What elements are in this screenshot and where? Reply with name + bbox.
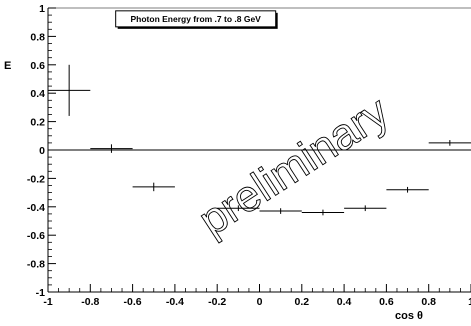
chart-title: Photon Energy from .7 to .8 GeV bbox=[131, 14, 262, 24]
x-tick-label: -0.8 bbox=[81, 296, 99, 308]
x-tick-label: 0 bbox=[257, 296, 263, 308]
x-tick-label: 0.2 bbox=[294, 296, 309, 308]
y-tick-label: 0.8 bbox=[30, 31, 45, 43]
x-axis-title: cos θ bbox=[395, 310, 423, 322]
title-box-layer: Photon Energy from .7 to .8 GeV bbox=[115, 10, 278, 29]
preliminary-watermark: preliminary bbox=[190, 87, 397, 245]
y-axis-title: E bbox=[4, 60, 11, 72]
y-tick-label: -1 bbox=[36, 287, 45, 299]
data-points-layer bbox=[48, 64, 471, 216]
y-tick-label: -0.8 bbox=[27, 259, 45, 271]
x-tick-label: 1 bbox=[468, 296, 471, 308]
x-tick-label: 0.8 bbox=[421, 296, 436, 308]
y-tick-label: -0.6 bbox=[27, 230, 45, 242]
title-box bbox=[115, 10, 277, 28]
x-tick-label: -0.2 bbox=[208, 296, 226, 308]
x-tick-label: 0.4 bbox=[337, 296, 352, 308]
y-tick-label: 0.4 bbox=[30, 88, 45, 100]
y-tick-label: -0.4 bbox=[27, 202, 45, 214]
x-tick-label: -0.4 bbox=[166, 296, 184, 308]
x-tick-label: -1 bbox=[43, 296, 52, 308]
y-tick-label: 0.6 bbox=[30, 60, 45, 72]
watermark-layer: preliminary bbox=[190, 87, 398, 246]
axes-layer: -1 -0.8 -0.6 -0.4 -0.2 0 0.2 0.4 0.6 0.8 1 -1 -0.8 -0… bbox=[4, 3, 471, 322]
y-tick-label: -0.2 bbox=[27, 173, 45, 185]
y-tick-label: 1 bbox=[39, 3, 45, 15]
x-tick-label: -0.6 bbox=[124, 296, 142, 308]
y-tick-label: 0 bbox=[39, 145, 45, 157]
x-tick-label: 0.6 bbox=[379, 296, 394, 308]
y-tick-label: 0.2 bbox=[30, 117, 45, 129]
